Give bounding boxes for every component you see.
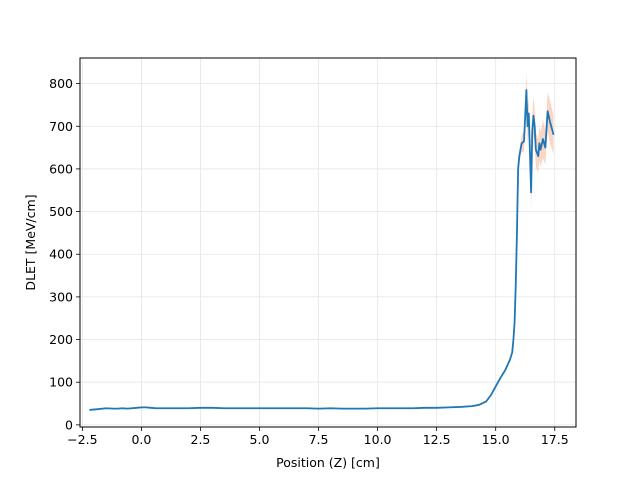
x-tick-label: −2.5: [67, 432, 97, 447]
y-ticks: 0 100 200 300 400 500 600 700 800: [49, 76, 80, 432]
y-axis-label: DLET [MeV/cm]: [23, 194, 38, 290]
x-tick-label: 2.5: [191, 432, 211, 447]
x-tick-label: 12.5: [423, 432, 451, 447]
x-tick-label: 7.5: [309, 432, 329, 447]
x-tick-label: 10.0: [364, 432, 392, 447]
series-line-layer: [89, 89, 555, 411]
x-axis-label: Position (Z) [cm]: [276, 455, 380, 470]
y-tick-label: 200: [49, 332, 73, 347]
dlet-series-line: [89, 89, 555, 411]
x-tick-label: 5.0: [250, 432, 270, 447]
x-tick-label: 17.5: [541, 432, 569, 447]
x-ticks: −2.5 0.0 2.5 5.0 7.5 10.0 12.5 15.0 17.5: [67, 427, 569, 447]
y-tick-label: 100: [49, 375, 73, 390]
y-tick-label: 600: [49, 161, 73, 176]
x-tick-label: 15.0: [482, 432, 510, 447]
y-tick-label: 300: [49, 289, 73, 304]
y-tick-label: 500: [49, 204, 73, 219]
y-tick-label: 0: [65, 417, 73, 432]
y-tick-label: 800: [49, 76, 73, 91]
plot-frame: [79, 57, 577, 428]
grid-lines: [80, 58, 576, 427]
x-tick-label: 0.0: [131, 432, 151, 447]
y-tick-label: 400: [49, 247, 73, 262]
y-tick-label: 700: [49, 119, 73, 134]
